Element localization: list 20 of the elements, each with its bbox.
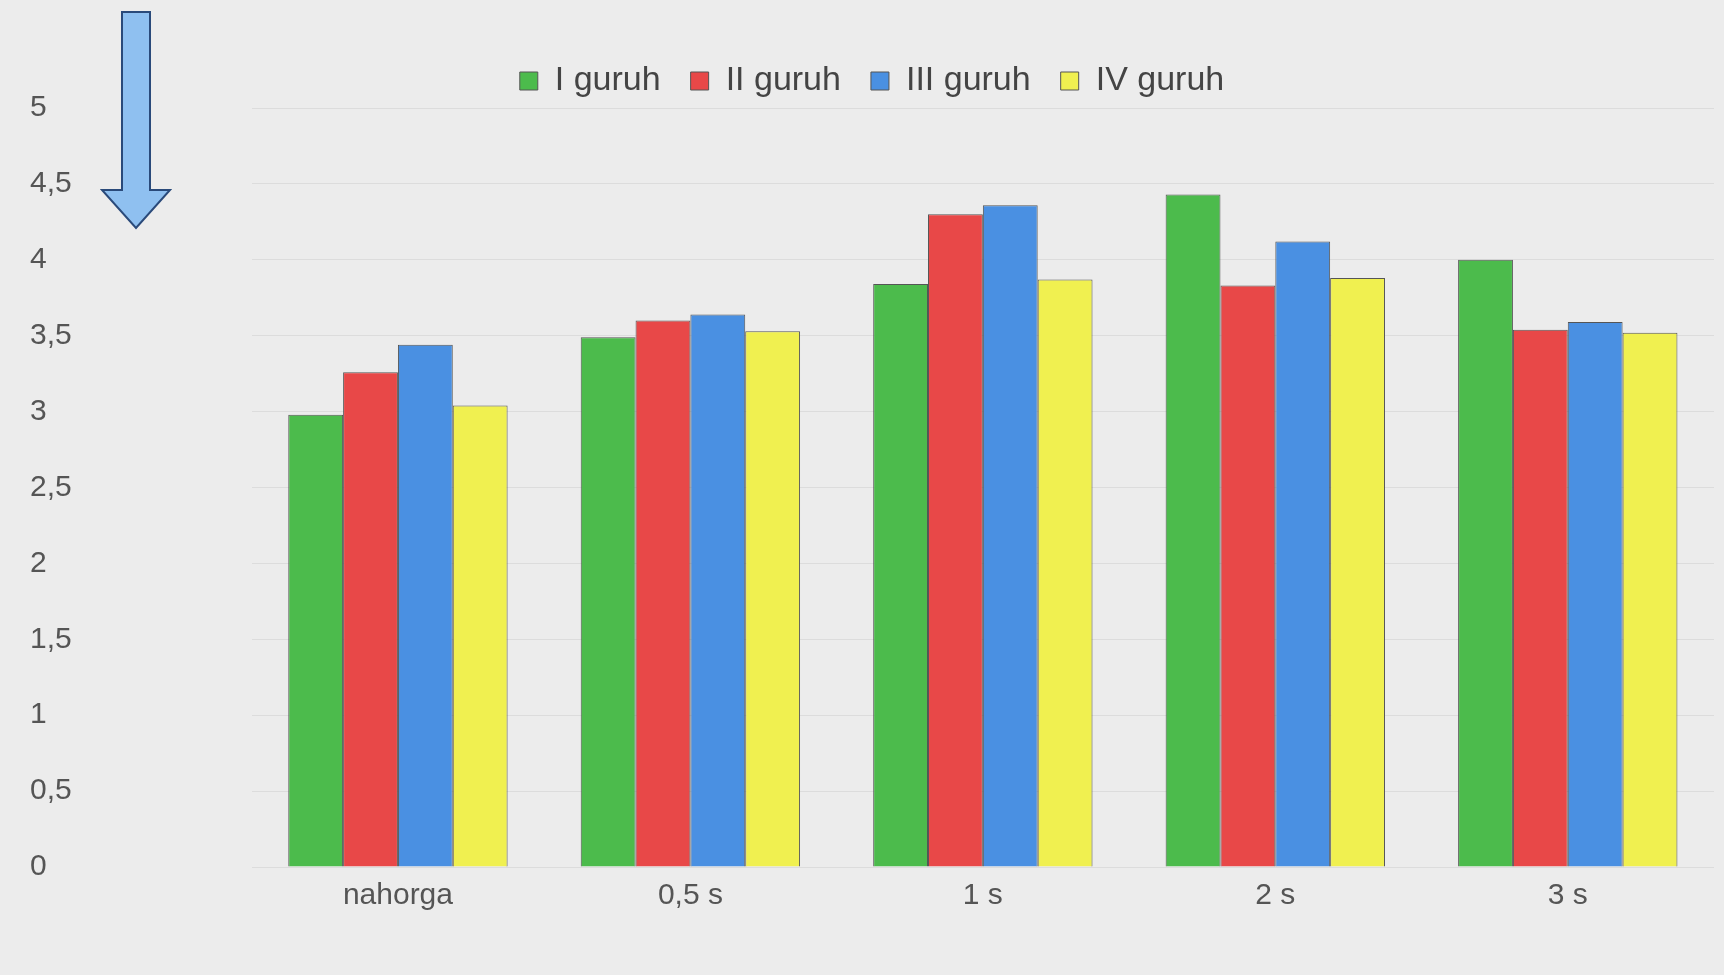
legend-label: III guruh — [905, 59, 1031, 98]
y-tick-label: 4,5 — [30, 165, 72, 199]
x-tick-label: 1 s — [962, 877, 1003, 911]
y-tick-label: 0,5 — [30, 772, 72, 806]
x-tick-label: 2 s — [1255, 877, 1296, 911]
y-tick-label: 2,5 — [30, 468, 72, 502]
y-tick-label: 5 — [30, 89, 47, 123]
legend-label: I guruh — [554, 59, 661, 98]
y-tick-label: 4 — [30, 241, 47, 275]
y-tick-label: 3 — [30, 392, 47, 426]
y-tick-label: 1,5 — [30, 620, 72, 654]
y-tick-label: 2 — [30, 544, 47, 578]
x-tick-label: 0,5 s — [657, 877, 723, 911]
legend-label: IV guruh — [1095, 59, 1225, 98]
y-tick-label: 0 — [30, 848, 47, 882]
x-tick-label: 3 s — [1547, 877, 1588, 911]
legend-label: II guruh — [725, 59, 841, 98]
y-tick-label: 1 — [30, 696, 47, 730]
x-tick-label: nahorga — [342, 877, 454, 911]
y-tick-label: 3,5 — [30, 316, 72, 350]
